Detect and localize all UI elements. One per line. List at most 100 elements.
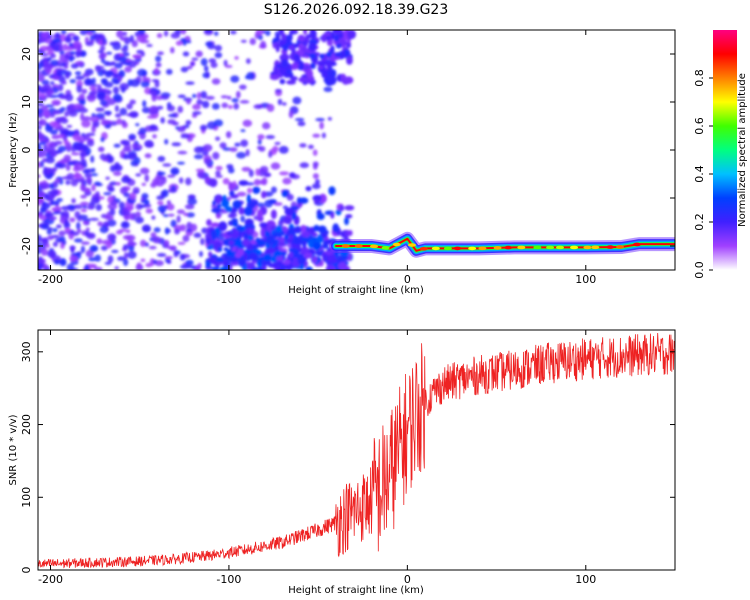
spectrogram-cell [227,105,233,110]
spectrogram-cell [312,133,321,138]
spectrogram-cell [196,99,204,105]
spectrogram-cell [268,199,277,204]
spectrogram-cell [50,81,55,85]
spectrogram-cell [117,256,126,261]
spectrogram-cell [344,76,354,84]
spectrogram-cell [286,79,297,85]
spectrogram-cell [45,125,54,131]
spectrogram-cell [115,230,123,235]
spectrogram-hotspot [493,246,502,250]
spectrogram-cell [69,255,78,262]
spectrogram-cell [214,44,222,52]
spectrogram-hotspot [453,246,462,251]
spectrogram-cell [95,191,100,199]
spectrogram-cell [236,248,245,257]
spectrogram-cell [166,203,175,211]
spectrogram-cell [75,221,81,230]
snr-frame [37,329,676,571]
spectrogram-cell [210,266,220,270]
spectrogram-cell [69,229,75,234]
spectrogram-cell [180,66,189,73]
spectrogram-cell [81,119,91,128]
spectrogram-cell [139,239,147,248]
spectrogram-cell [205,71,210,79]
spectrogram-cell [84,264,90,270]
spectrogram-cell [38,264,43,270]
spectrogram-cell [100,245,108,251]
spectrogram-hotspot [381,246,390,250]
spectrogram-cell [245,149,250,157]
spectrogram-cell [122,221,128,227]
spectrogram-cell [262,253,272,262]
spectrogram-cell [176,209,185,215]
spectrogram-cell [180,133,189,137]
spectrogram-cell [288,251,294,259]
spectrogram-cell [103,192,112,196]
spectrogram-cell [38,132,45,140]
spectrogram-cell [230,257,238,263]
spectrogram-cell [66,263,75,270]
spectrogram-cell [219,142,227,149]
spectrogram-cell [229,190,235,197]
spectrogram-cell [325,250,332,256]
spectrogram-cell [248,252,258,260]
spectrogram-cell [62,43,69,51]
spectrogram-cell [277,219,284,228]
spectrogram-cell [344,205,355,211]
spectrogram-cell [51,110,61,115]
spectrogram-cell [311,232,318,237]
spectrogram-cell [152,259,158,264]
spectrogram-cell [45,156,55,164]
spectrogram-cell [82,116,91,121]
spectrogram-cell [81,88,88,94]
spectrogram-cell [257,202,265,208]
spectrogram-cell [70,152,80,156]
spectrogram-cell [105,176,110,180]
spectrogram-cell [228,181,234,191]
spectrogram-cell [70,178,78,187]
spectrogram-cell [38,183,49,187]
spectrogram-cell [242,238,250,247]
spectrogram-cell [213,31,219,36]
spectrogram-cell [217,247,223,253]
spectrogram-cell [325,35,331,41]
spectrogram-cell [94,254,102,262]
spectrogram-cell [278,145,289,154]
spectrogram-cell [99,226,109,234]
spectrogram-cell [85,132,96,137]
spectrogram-cell [40,92,46,100]
spectrogram-cell [300,224,307,233]
spectrogram-cell [205,261,211,269]
spectrogram-cell [238,180,249,186]
spectrogram-cell [202,100,210,109]
spectrogram-cell [80,201,89,206]
spectrogram-cell [278,73,284,78]
spectrogram-cell [41,202,51,210]
spectrogram-cell [272,231,281,238]
spectrogram-cell [275,42,280,53]
spectrogram-cell [162,163,172,167]
spectrogram-cell [257,138,262,145]
spectrogram-cell [210,222,220,228]
spectrogram-cell [61,176,72,180]
colorbar-tick-label: 0.4 [693,165,706,183]
y-tick-label: 0 [20,147,33,154]
colorbar-tick-label: 0.0 [693,261,706,279]
spectrogram-cell [45,104,55,108]
spectrogram-cell [47,227,53,231]
spectrogram-cell [211,207,222,213]
spectrogram-cell [125,229,131,234]
spectrogram-cell [117,75,123,83]
spectrogram-cell [311,255,318,264]
spectrogram-cell [138,127,147,135]
spectrogram-cell [67,32,76,37]
spectrogram-cell [41,79,50,86]
spectrogram-cell [213,119,224,127]
spectrogram-cell [304,252,313,259]
spectrogram-cell [113,79,121,85]
spectrogram-cell [319,53,325,59]
spectrogram-cell [330,212,335,219]
spectrogram-cell [288,227,295,236]
spectrogram-cell [210,230,217,238]
spectrogram-cell [121,47,129,52]
